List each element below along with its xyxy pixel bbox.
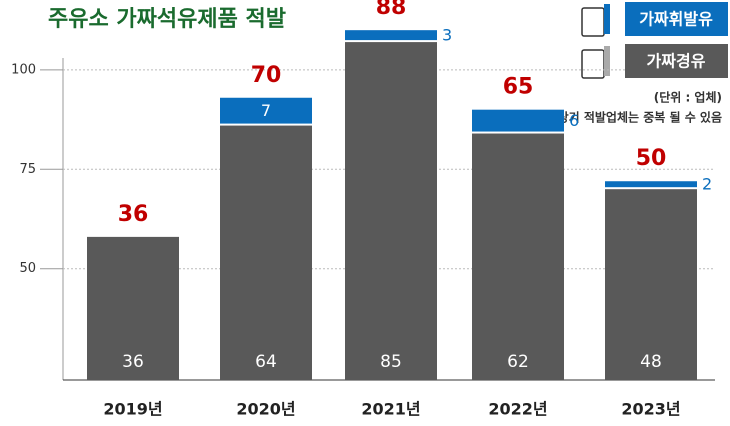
unit-note: (단위 : 업체) [654,90,722,105]
y-tick-label: 100 [11,62,36,77]
bar-value-label: 85 [380,352,402,372]
y-tick-label: 75 [19,162,36,177]
bar-value-label: 2 [702,175,712,194]
bar-value-label: 64 [255,352,277,372]
x-tick-label: 2019년 [103,400,162,419]
bar-segment [345,42,437,381]
x-tick-label: 2022년 [488,400,547,419]
total-label: 36 [118,202,149,227]
x-tick-label: 2020년 [236,400,295,419]
x-tick-label: 2023년 [621,400,680,419]
bar-segment [220,125,312,380]
bar-value-label: 6 [569,111,579,130]
legend-label: 가짜경유 [647,52,706,71]
legend-label: 가짜휘발유 [639,10,713,29]
total-label: 70 [251,63,282,88]
total-label: 88 [376,0,407,20]
bar-segment [472,133,564,380]
chart-title: 주유소 가짜석유제품 적발 [48,7,286,32]
y-tick-label: 50 [19,261,36,276]
bar-segment [472,109,564,132]
legend-swatch [625,44,728,78]
bar-segment [605,189,697,380]
legend-icons [581,4,610,79]
bar-value-label: 48 [640,352,662,372]
total-label: 50 [636,146,667,171]
bar-value-label: 62 [507,352,529,372]
bar-value-label: 7 [261,101,271,120]
footnote: 상기 적발업체는 중복 될 수 있음 [558,110,722,125]
x-tick-label: 2021년 [361,400,420,419]
bar-value-label: 36 [122,352,144,372]
bar-segment [87,236,179,380]
total-label: 65 [503,75,534,100]
bar-segment [345,30,437,41]
bar-segment [605,181,697,188]
bar-value-label: 3 [442,26,452,45]
legend-swatch [625,2,728,36]
bar-segment [220,97,312,124]
